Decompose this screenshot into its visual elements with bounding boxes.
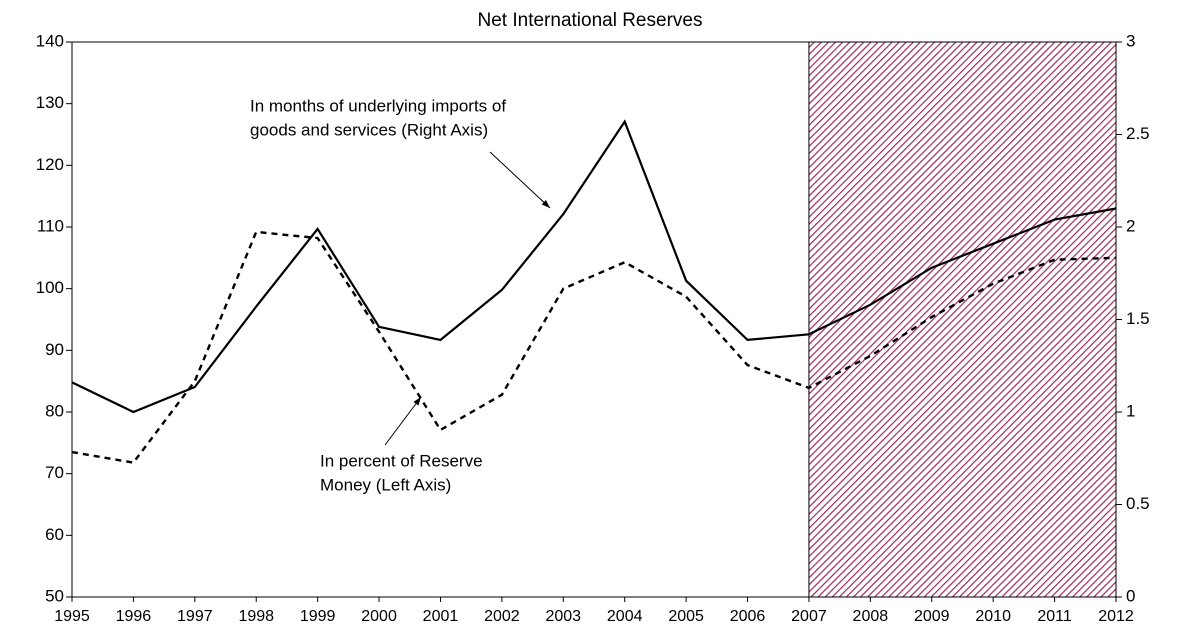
- x-tick-label: 2003: [545, 608, 581, 625]
- x-tick-label: 2005: [668, 608, 704, 625]
- annotation-arrow: [489, 151, 551, 209]
- series-line: [71, 119, 1117, 414]
- y2-tick-label: 0: [1126, 586, 1135, 605]
- x-tick-label: 2010: [975, 608, 1011, 625]
- chart-title: Net International Reserves: [478, 10, 703, 31]
- x-tick-label: 2000: [361, 608, 397, 625]
- x-tick-label: 2004: [607, 608, 643, 625]
- annotation-arrow: [384, 396, 422, 446]
- y2-tick-label: 2.5: [1126, 124, 1150, 143]
- y-tick-label: 50: [45, 586, 64, 605]
- x-tick-label: 1997: [177, 608, 213, 625]
- y-tick-label: 100: [36, 278, 64, 297]
- x-tick-label: 1998: [238, 608, 274, 625]
- y-tick-label: 90: [45, 340, 64, 359]
- y-tick-label: 120: [36, 155, 64, 174]
- y2-tick-label: 1: [1126, 401, 1135, 420]
- x-tick-label: 1996: [116, 608, 152, 625]
- arrow-head: [413, 397, 421, 406]
- y-tick-label: 70: [45, 463, 64, 482]
- y2-tick-label: 2: [1126, 216, 1135, 235]
- y-tick-label: 60: [45, 525, 64, 544]
- x-tick-label: 2002: [484, 608, 520, 625]
- annotation: In months of underlying imports of: [250, 96, 506, 115]
- y-tick-label: 80: [45, 401, 64, 420]
- x-tick-label: 2007: [791, 608, 827, 625]
- annotation: goods and services (Right Axis): [250, 120, 488, 139]
- y2-tick-label: 3: [1126, 31, 1135, 50]
- y-tick-label: 140: [36, 31, 64, 50]
- forecast-shading: [808, 42, 1116, 597]
- x-tick-label: 2012: [1098, 608, 1134, 625]
- arrow-head: [541, 199, 550, 208]
- annotation: Money (Left Axis): [320, 475, 451, 494]
- y2-tick-label: 0.5: [1126, 494, 1150, 513]
- y2-tick-label: 1.5: [1126, 309, 1150, 328]
- annotation: In percent of Reserve: [320, 451, 483, 470]
- x-tick-label: 2006: [730, 608, 766, 625]
- x-tick-label: 2001: [423, 608, 459, 625]
- x-tick-label: 2009: [914, 608, 950, 625]
- x-tick-label: 1999: [300, 608, 336, 625]
- x-tick-label: 1995: [54, 608, 90, 625]
- y-tick-label: 130: [36, 93, 64, 112]
- series-line: [71, 230, 1117, 464]
- x-tick-label: 2011: [1037, 608, 1072, 625]
- y-tick-label: 110: [37, 216, 64, 235]
- x-tick-label: 2008: [853, 608, 889, 625]
